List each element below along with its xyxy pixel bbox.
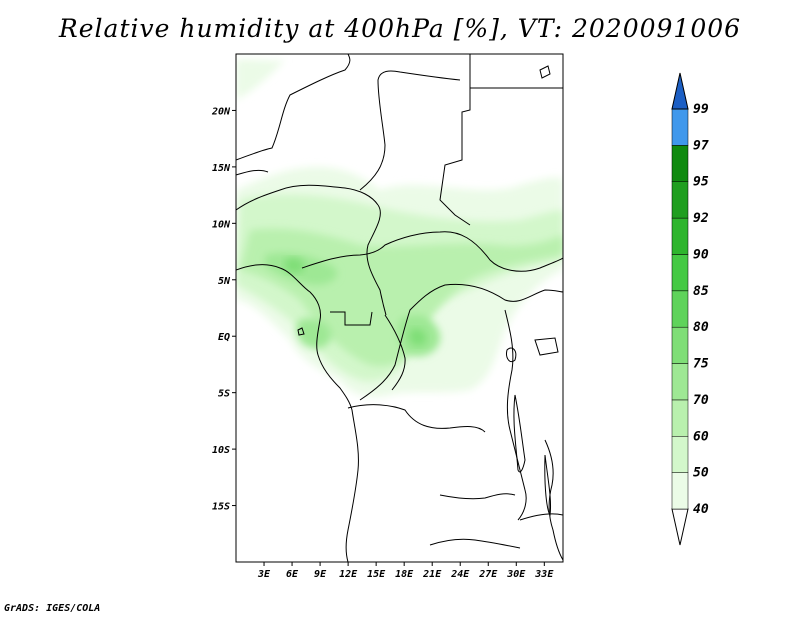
border <box>384 314 406 391</box>
humidity-zone-75 <box>285 257 305 273</box>
x-tick-label: 33E <box>534 569 554 580</box>
colorbar-box <box>671 217 689 255</box>
island <box>297 327 305 336</box>
lake <box>513 394 526 473</box>
island <box>539 65 551 79</box>
colorbar-box <box>671 145 689 182</box>
colorbar-box <box>671 472 689 510</box>
colorbar-label: 75 <box>693 357 709 372</box>
border <box>429 538 521 549</box>
borders <box>236 54 563 562</box>
border <box>301 231 563 272</box>
border <box>439 493 516 500</box>
x-tick-label: 27E <box>478 569 498 580</box>
map-frame <box>235 53 564 563</box>
colorbar-label: 90 <box>693 247 709 262</box>
y-tick-label: 20N <box>211 106 231 117</box>
colorbar-label: 95 <box>693 175 709 190</box>
y-tick-label: 5N <box>218 276 231 287</box>
humidity-zone-40 <box>236 59 285 100</box>
lake <box>506 347 517 363</box>
border <box>544 439 563 561</box>
colorbar-label: 92 <box>693 211 709 226</box>
border <box>439 54 471 226</box>
colorbar-label: 80 <box>693 320 709 335</box>
colorbar-label: 85 <box>693 284 709 299</box>
humidity-zone-75 <box>409 328 427 346</box>
x-tick-label: 18E <box>395 569 414 580</box>
y-axis: 20N 15N 10N 5N EQ 5S 10S 15S <box>211 106 236 513</box>
border <box>330 311 373 326</box>
lake <box>534 337 559 356</box>
y-tick-label: 10S <box>212 445 230 456</box>
colorbar-box <box>671 436 689 473</box>
border <box>347 404 486 433</box>
humidity-zone-70 <box>296 318 332 349</box>
border <box>236 169 269 176</box>
colorbar-box <box>671 326 689 364</box>
border <box>359 283 563 401</box>
x-tick-label: 3E <box>257 569 271 580</box>
y-tick-label: EQ <box>218 332 230 343</box>
colorbar-label: 99 <box>693 102 709 117</box>
colorbar-label: 97 <box>693 138 709 153</box>
border <box>236 54 351 161</box>
x-tick-label: 15E <box>367 569 386 580</box>
colorbar-box <box>671 363 689 401</box>
colorbar: 40 50 60 70 75 80 85 90 92 95 97 99 <box>671 72 709 546</box>
border <box>366 204 387 316</box>
lake <box>544 454 551 517</box>
colorbar-box <box>671 108 689 146</box>
colorbar-box <box>671 181 689 219</box>
colorbar-label: 60 <box>693 429 709 444</box>
y-tick-label: 5S <box>218 389 230 400</box>
x-tick-label: 24E <box>450 569 470 580</box>
x-tick-label: 6E <box>286 569 299 580</box>
colorbar-box <box>671 254 689 292</box>
x-tick-label: 12E <box>339 569 358 580</box>
coastline <box>236 264 359 562</box>
border <box>519 513 563 521</box>
colorbar-upper-triangle <box>671 72 689 110</box>
border <box>504 309 527 521</box>
humidity-field <box>236 59 563 397</box>
x-tick-label: 30E <box>506 569 526 580</box>
credit-label: GrADS: IGES/COLA <box>4 603 101 614</box>
x-tick-label: 9E <box>314 569 327 580</box>
colorbar-label: 50 <box>693 466 709 481</box>
x-tick-label: 21E <box>422 569 442 580</box>
x-axis: 3E 6E 9E 12E 15E 18E 21E 24E 27E 30E 33E <box>257 562 554 580</box>
y-tick-label: 15N <box>212 163 231 174</box>
colorbar-lower-triangle <box>671 508 689 546</box>
y-tick-label: 10N <box>212 219 231 230</box>
colorbar-box <box>671 290 689 328</box>
colorbar-label: 40 <box>693 502 709 517</box>
chart-title: Relative humidity at 400hPa [%], VT: 202… <box>58 14 742 43</box>
colorbar-box <box>671 399 689 437</box>
border <box>359 70 461 191</box>
border <box>236 184 379 211</box>
y-tick-label: 15S <box>212 502 230 513</box>
colorbar-label: 70 <box>693 393 709 408</box>
